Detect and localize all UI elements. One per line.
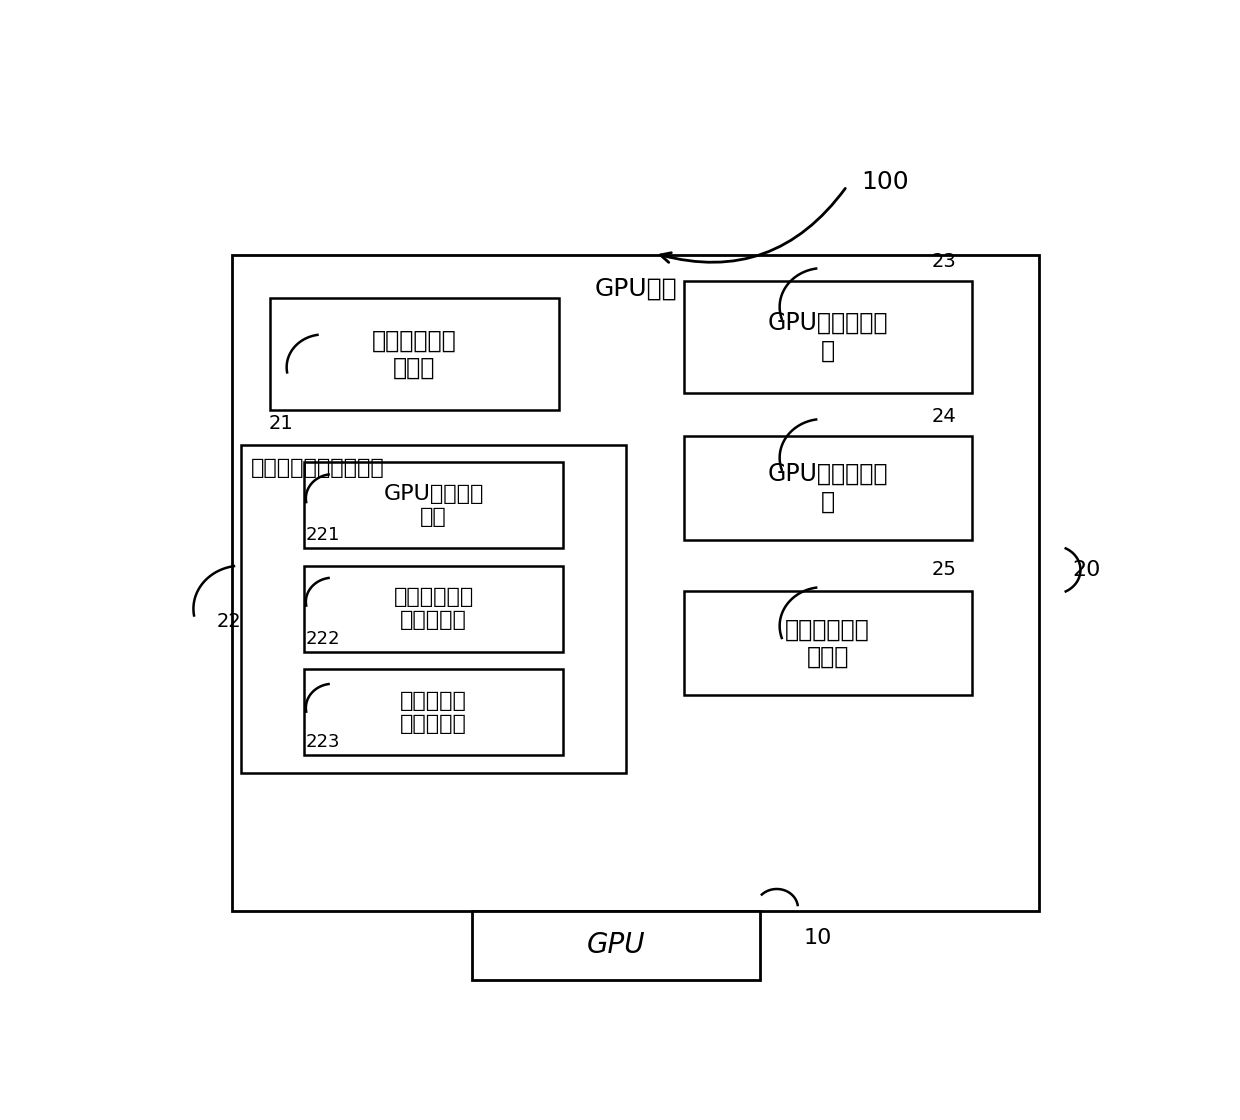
Text: 平均性能上
限运算单元: 平均性能上 限运算单元 — [401, 691, 467, 734]
Text: 工作频率点系
数运算单元: 工作频率点系 数运算单元 — [393, 587, 474, 631]
Text: 25: 25 — [931, 560, 956, 579]
Text: 21: 21 — [268, 413, 293, 432]
Text: GPU负载预测单
元: GPU负载预测单 元 — [768, 463, 888, 514]
Text: 24: 24 — [931, 407, 956, 426]
Bar — [683, 591, 972, 694]
Bar — [304, 669, 563, 755]
Text: 10: 10 — [804, 928, 832, 949]
Bar — [472, 911, 760, 980]
Text: 221: 221 — [306, 526, 340, 544]
Text: 工作频率点调
整单元: 工作频率点调 整单元 — [785, 617, 870, 669]
Bar — [683, 281, 972, 393]
Text: 20: 20 — [1073, 560, 1101, 580]
Bar — [270, 298, 558, 410]
Text: GPU负载统计单
元: GPU负载统计单 元 — [768, 311, 888, 363]
Text: GPU: GPU — [587, 931, 646, 959]
Text: 23: 23 — [931, 252, 956, 271]
Text: 22: 22 — [217, 613, 242, 632]
Text: 222: 222 — [306, 629, 340, 647]
Bar — [304, 566, 563, 652]
Text: GPU性能测试
单元: GPU性能测试 单元 — [383, 484, 484, 526]
Bar — [683, 436, 972, 540]
Text: GPU驱动: GPU驱动 — [594, 277, 677, 300]
Bar — [232, 255, 1039, 911]
Text: 平均性能上限生成单元: 平均性能上限生成单元 — [250, 458, 384, 478]
Text: 100: 100 — [862, 170, 909, 194]
Bar — [242, 445, 626, 773]
Bar — [304, 463, 563, 549]
Text: 工作频率点获
取单元: 工作频率点获 取单元 — [372, 328, 456, 380]
Text: 223: 223 — [306, 734, 340, 752]
